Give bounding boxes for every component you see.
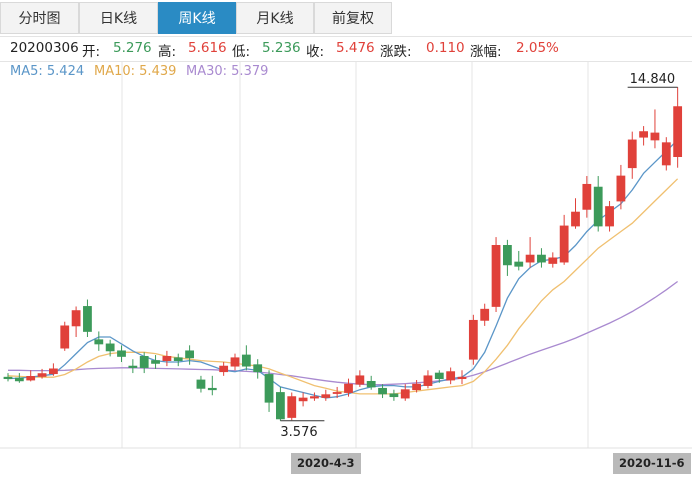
candle-body	[571, 211, 580, 227]
candle-body	[241, 354, 251, 367]
candle-body	[3, 376, 13, 380]
candle-body	[650, 132, 660, 141]
low-label: 低:	[232, 44, 251, 60]
candle-body	[14, 377, 24, 382]
candle-body	[37, 373, 47, 377]
candle-body	[548, 257, 558, 264]
candle-body	[173, 357, 183, 361]
candle-body	[60, 325, 70, 349]
candle-body	[332, 392, 342, 394]
candle-body	[400, 389, 410, 399]
candle-body	[605, 206, 614, 227]
candle-body	[117, 350, 126, 357]
max-price-label: 14.840	[630, 72, 676, 87]
quote-info-bar: 20200306 开: 5.276 高: 5.616 低: 5.236 收: 5…	[0, 36, 692, 62]
candle-body	[287, 396, 297, 418]
candle-body	[389, 393, 399, 398]
candle-body	[71, 310, 81, 327]
ma10-legend: MA10: 5.439	[94, 64, 177, 79]
min-price-label: 3.576	[280, 425, 317, 440]
ma10-line	[7, 178, 679, 395]
candle-body	[83, 306, 92, 332]
change-value: 0.110	[426, 40, 465, 56]
close-label: 收:	[306, 44, 325, 60]
candle-body	[468, 319, 478, 360]
candle-body	[537, 254, 546, 263]
candle-body	[639, 131, 648, 138]
candle-body	[105, 343, 115, 352]
candle-body	[185, 350, 195, 359]
candle-body	[491, 245, 501, 307]
candle-body	[151, 360, 160, 364]
candle-body	[264, 374, 274, 403]
open-value: 5.276	[113, 40, 152, 56]
candle-body	[139, 356, 149, 368]
candle-body	[196, 379, 206, 389]
low-value: 5.236	[262, 40, 301, 56]
candle-body	[378, 387, 387, 395]
candle-body	[616, 175, 626, 202]
high-value: 5.616	[188, 40, 227, 56]
tab-daily-kline[interactable]: 日K线	[79, 2, 158, 34]
tab-forward-adjusted[interactable]: 前复权	[314, 2, 392, 34]
candle-body	[344, 383, 353, 393]
candle-body	[310, 396, 319, 399]
x-axis-label-start: 2020-4-3	[291, 453, 361, 474]
candle-body	[94, 339, 104, 345]
candle-body	[525, 254, 535, 263]
pct-change-value: 2.05%	[516, 40, 559, 56]
candle-body	[480, 308, 490, 321]
candle-body	[219, 365, 229, 373]
candle-body	[559, 225, 569, 263]
candle-body	[253, 364, 263, 373]
candle-body	[673, 106, 683, 158]
candle-body	[423, 375, 433, 386]
close-value: 5.476	[336, 40, 375, 56]
candle-body	[128, 365, 138, 368]
candle-body	[230, 357, 240, 367]
candle-body	[412, 383, 422, 391]
candle-body	[582, 183, 592, 210]
candle-body	[661, 142, 671, 166]
candle-body	[275, 392, 285, 420]
candle-body	[457, 376, 467, 380]
x-axis-label-end: 2020-11-6	[613, 453, 691, 474]
candle-body	[627, 139, 637, 169]
ma30-line	[8, 280, 678, 386]
ma30-legend: MA30: 5.379	[186, 64, 269, 79]
period-tabs: 分时图 日K线 周K线 月K线 前复权	[0, 0, 692, 34]
candle-body	[162, 356, 172, 361]
candle-body	[49, 368, 58, 375]
candle-body	[207, 387, 217, 391]
open-label: 开:	[82, 44, 101, 60]
candle-body	[514, 261, 524, 267]
candle-body	[502, 245, 512, 266]
candle-body	[321, 394, 331, 398]
candle-body	[298, 397, 308, 402]
quote-date: 20200306	[10, 40, 79, 56]
change-label: 涨跌:	[380, 44, 412, 60]
tab-monthly-kline[interactable]: 月K线	[236, 2, 314, 34]
high-label: 高:	[158, 44, 177, 60]
candle-body	[366, 380, 376, 388]
tab-time-sharing[interactable]: 分时图	[0, 2, 79, 34]
ma5-legend: MA5: 5.424	[10, 64, 85, 79]
candle-body	[434, 372, 444, 380]
candle-body	[446, 371, 456, 381]
candle-body	[355, 375, 365, 385]
candle-body	[593, 186, 603, 227]
candle-body	[26, 375, 36, 381]
tab-weekly-kline[interactable]: 周K线	[158, 2, 236, 34]
pct-change-label: 涨幅:	[470, 44, 502, 60]
